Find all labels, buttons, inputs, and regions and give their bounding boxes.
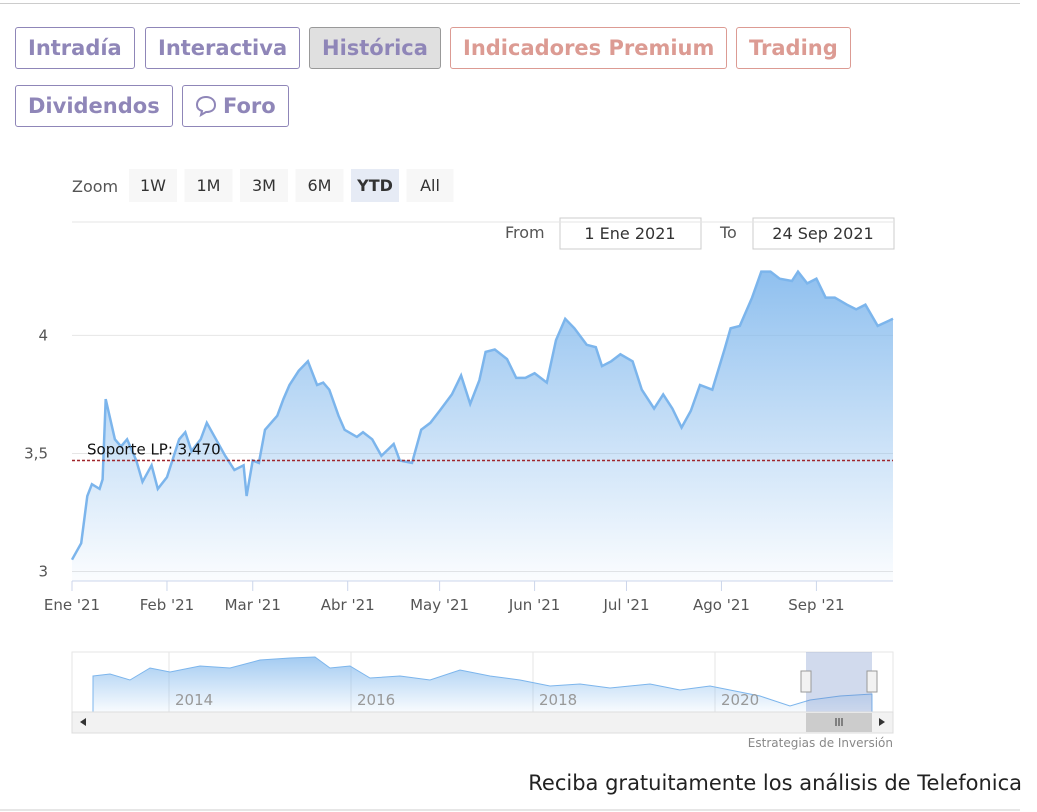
navigator-label: 2018 — [539, 691, 577, 709]
zoom-button-label: 1W — [140, 176, 166, 195]
x-tick-label: Jul '21 — [602, 596, 649, 614]
zoom-button-label: YTD — [356, 176, 393, 195]
zoom-button-label: 1M — [197, 176, 221, 195]
zoom-button[interactable] — [240, 169, 288, 202]
tab[interactable]: Histórica — [309, 27, 441, 69]
zoom-button[interactable] — [351, 169, 399, 202]
from-input — [559, 217, 702, 250]
x-tick-label: Jun '21 — [508, 596, 560, 614]
x-tick-label: Mar '21 — [225, 596, 281, 614]
navigator-label: 2016 — [357, 691, 395, 709]
to-input — [752, 217, 895, 250]
from-label: From — [505, 223, 545, 242]
zoom-button[interactable] — [129, 169, 177, 202]
tab-label: Foro — [223, 94, 276, 118]
x-tick-label: Ago '21 — [693, 596, 750, 614]
tab[interactable]: Intradía — [15, 27, 135, 69]
navigator-label: 2014 — [175, 691, 213, 709]
x-tick-label: Feb '21 — [140, 596, 195, 614]
top-rule — [0, 3, 1020, 4]
chat-icon — [195, 95, 217, 117]
tab[interactable]: Dividendos — [15, 85, 173, 127]
to-label: To — [719, 223, 737, 242]
zoom-button[interactable] — [295, 169, 344, 202]
y-tick-label: 3 — [38, 563, 48, 581]
from-value: 1 Ene 2021 — [584, 224, 675, 243]
x-tick-label: May '21 — [410, 596, 469, 614]
zoom-button[interactable] — [184, 169, 233, 202]
navigator — [71, 651, 894, 734]
tab[interactable]: Foro — [182, 85, 289, 127]
zoom-label: Zoom — [72, 177, 118, 196]
x-tick-label: Sep '21 — [788, 596, 844, 614]
to-value: 24 Sep 2021 — [772, 224, 873, 243]
footer: Reciba gratuitamente los análisis de Tel… — [528, 771, 1022, 795]
y-tick-label: 4 — [38, 326, 48, 344]
x-tick-label: Ene '21 — [44, 596, 100, 614]
zoom-button[interactable] — [406, 169, 454, 202]
zoom-button-label: 3M — [252, 176, 276, 195]
tab[interactable]: Trading — [736, 27, 851, 69]
support-label: Soporte LP: 3,470 — [87, 441, 221, 459]
x-tick-label: Abr '21 — [321, 596, 375, 614]
area-fill — [72, 271, 893, 581]
zoom-button-label: 6M — [308, 176, 332, 195]
zoom-button-label: All — [420, 176, 440, 195]
navigator-label: 2020 — [721, 691, 759, 709]
tab[interactable]: Indicadores Premium — [450, 27, 728, 69]
y-tick-label: 3,5 — [24, 444, 48, 462]
tab[interactable]: Interactiva — [145, 27, 301, 69]
credits: Estrategias de Inversión — [748, 736, 893, 750]
price-line — [70, 269, 894, 561]
